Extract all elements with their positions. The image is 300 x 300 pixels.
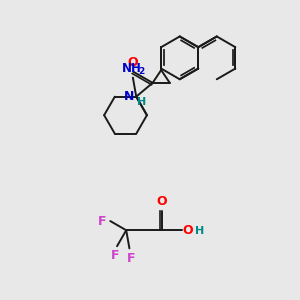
Text: F: F — [127, 252, 135, 265]
Text: H: H — [195, 226, 204, 236]
Text: F: F — [98, 214, 107, 227]
Text: N: N — [124, 90, 134, 103]
Text: H: H — [137, 97, 146, 107]
Text: O: O — [128, 56, 138, 69]
Text: 2: 2 — [138, 67, 144, 76]
Text: NH: NH — [122, 61, 141, 75]
Text: O: O — [157, 195, 167, 208]
Text: F: F — [111, 249, 120, 262]
Text: O: O — [183, 224, 193, 237]
